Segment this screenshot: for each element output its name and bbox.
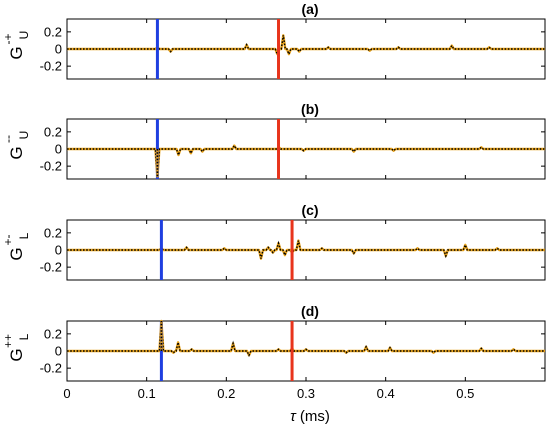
x-axis-label-symbol: τ (290, 408, 297, 425)
x-tick-label: 0.2 (217, 386, 235, 401)
panel-title: (d) (301, 303, 319, 319)
series-dotted-line (67, 35, 545, 57)
panel-title: (c) (301, 202, 318, 218)
y-axis-label: G (7, 348, 26, 361)
panel-b: (b) 0.2 0 -0.2 G -- U (1, 101, 546, 180)
y-axis-label-superscript: -- (1, 135, 15, 143)
y-axis-label-superscript: ++ (1, 334, 15, 348)
y-tick-label: 0 (55, 142, 62, 157)
x-tick-label: 0.4 (377, 386, 395, 401)
y-tick-label: -0.2 (40, 159, 62, 174)
panel-title: (b) (301, 101, 319, 117)
series-dotted-line (67, 144, 545, 178)
x-axis-label-unit: (ms) (296, 408, 330, 425)
panel-title: (a) (301, 1, 318, 17)
x-tick-label: 0.1 (138, 386, 156, 401)
panel-d: (d)0.20-0.2G++ L0 0.1 0.2 0.3 0.4 0.5τ (ms) (1, 303, 546, 425)
y-axis-label-base: G (7, 348, 26, 361)
y-axis-label-subscript: U (17, 31, 31, 40)
series-dotted-line (67, 240, 545, 259)
y-axis-label: G (7, 46, 26, 59)
panel-c: (c) 0.2 0 -0.2 G +- L (1, 202, 546, 281)
y-tick-label: 0 (55, 42, 62, 57)
y-axis-label-subscript: L (17, 232, 31, 239)
y-axis-label-base: G (7, 146, 26, 159)
y-tick-label: -0.2 (40, 59, 62, 74)
y-axis-label-subscript: U (17, 131, 31, 140)
y-axis-label: G (7, 146, 26, 159)
x-axis-label: τ (ms) (290, 408, 330, 425)
y-tick-label: 0.2 (44, 24, 62, 39)
y-tick-label: 0.2 (44, 225, 62, 240)
y-axis-label-subscript: L (17, 333, 31, 340)
y-tick-label: 0.2 (44, 326, 62, 341)
series-solid-line (67, 144, 545, 179)
y-tick-label: -0.2 (40, 361, 62, 376)
y-tick-label: 0 (55, 243, 62, 258)
y-axis-label-superscript: +- (1, 234, 15, 245)
y-tick-label: 0.2 (44, 124, 62, 139)
y-tick-label: -0.2 (40, 260, 62, 275)
y-axis-label: G (7, 247, 26, 260)
y-axis-label-base: G (7, 46, 26, 59)
x-tick-label: 0.3 (297, 386, 315, 401)
y-axis-label-superscript: -+ (1, 33, 15, 44)
y-axis-label-base: G (7, 247, 26, 260)
series-solid-line (67, 34, 545, 56)
x-tick-label: 0.5 (456, 386, 474, 401)
y-tick-label: 0 (55, 344, 62, 359)
x-tick-label: 0 (63, 386, 70, 401)
panel-a: (a) 0.2 0 -0.2 G -+ U (1, 1, 546, 80)
